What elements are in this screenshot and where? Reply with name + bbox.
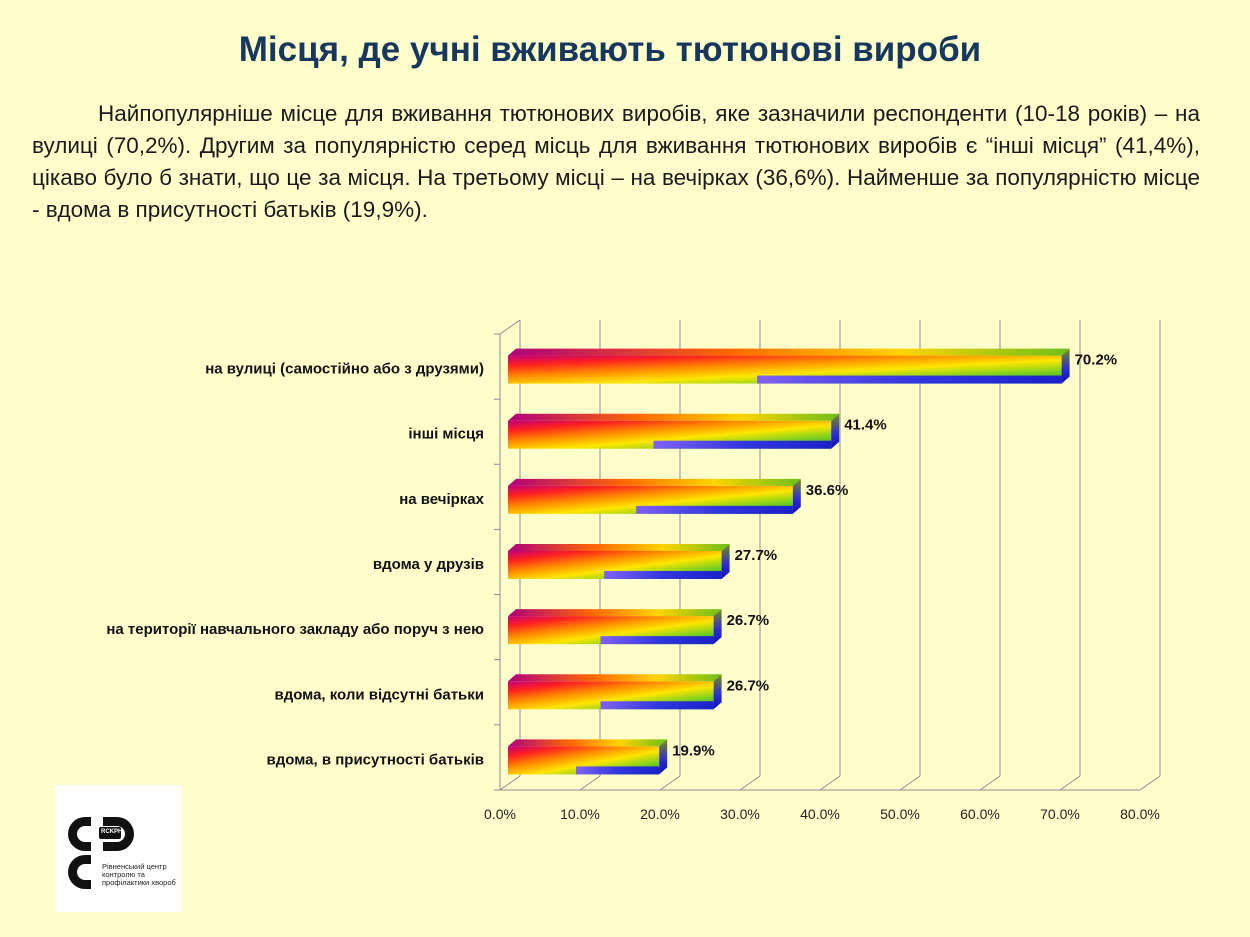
bar bbox=[508, 413, 840, 449]
bar bbox=[508, 544, 730, 579]
logo-badge: RCKPH bbox=[101, 829, 123, 835]
data-label: 36.6% bbox=[806, 482, 849, 499]
x-tick-label: 80.0% bbox=[1120, 806, 1160, 822]
category-label: інші місця bbox=[408, 426, 484, 443]
logo: RCKPH Рівненський центр контролю та проф… bbox=[55, 785, 182, 912]
bar bbox=[508, 674, 722, 710]
data-label: 26.7% bbox=[727, 612, 770, 629]
data-label: 70.2% bbox=[1075, 352, 1118, 369]
floor-gridline bbox=[979, 775, 1001, 791]
logo-text: Рівненський центр контролю та профілакти… bbox=[102, 862, 176, 887]
x-tick-label: 70.0% bbox=[1040, 806, 1080, 822]
bar-side bbox=[659, 739, 668, 775]
data-label: 19.9% bbox=[672, 742, 715, 759]
x-tick-label: 60.0% bbox=[960, 806, 1000, 822]
page-title: Місця, де учні вживають тютюнові вироби bbox=[238, 30, 982, 69]
floor-gridline bbox=[499, 775, 521, 791]
bar-bottom-band bbox=[604, 571, 722, 579]
y-axis-top-edge bbox=[499, 319, 521, 335]
bar-bottom-band bbox=[600, 636, 714, 645]
bar-top bbox=[508, 478, 801, 486]
bar-side bbox=[831, 413, 840, 449]
bar bbox=[508, 739, 668, 775]
x-tick-label: 30.0% bbox=[720, 806, 760, 822]
floor-gridline bbox=[739, 775, 761, 791]
x-tick-label: 50.0% bbox=[880, 806, 920, 822]
category-label: на вечірках bbox=[399, 491, 484, 508]
chart-labels: 0.0% 10.0% 20.0% 30.0% 40.0% 50.0% 60.0% 70.0% 8… bbox=[106, 352, 1160, 822]
data-label: 27.7% bbox=[735, 547, 778, 564]
floor-gridline bbox=[1059, 775, 1081, 791]
bar bbox=[508, 609, 722, 645]
bar-top bbox=[508, 739, 668, 747]
bar-chart: 0.0% 10.0% 20.0% 30.0% 40.0% 50.0% 60.0% 70.0% 8… bbox=[106, 319, 1161, 822]
bar-side bbox=[721, 544, 730, 579]
bar-top bbox=[508, 609, 722, 617]
floor-gridline bbox=[899, 775, 921, 791]
category-label: вдома у друзів bbox=[373, 556, 484, 573]
data-label: 41.4% bbox=[844, 417, 887, 434]
category-label: на території навчального закладу або пор… bbox=[106, 621, 484, 638]
data-label: 26.7% bbox=[727, 677, 770, 694]
bar-bottom-band bbox=[757, 375, 1062, 384]
description-paragraph: Найпопулярніше місце для вживання тютюно… bbox=[32, 101, 1200, 222]
bar-side bbox=[792, 478, 801, 514]
bar-top bbox=[508, 413, 840, 421]
bar-side bbox=[1061, 348, 1070, 384]
bar-bottom-band bbox=[636, 505, 793, 514]
bar-bottom-band bbox=[600, 701, 714, 710]
floor-gridline bbox=[819, 775, 841, 791]
bar-bottom-band bbox=[653, 440, 832, 449]
chart-bars bbox=[508, 348, 1070, 775]
bar-side bbox=[713, 609, 722, 645]
floor-gridline bbox=[1139, 775, 1161, 791]
x-tick-label: 40.0% bbox=[800, 806, 840, 822]
floor-gridline bbox=[579, 775, 601, 791]
category-label: вдома, в присутності батьків bbox=[267, 751, 484, 768]
x-tick-label: 20.0% bbox=[640, 806, 680, 822]
bar-top bbox=[508, 544, 730, 551]
bar bbox=[508, 478, 801, 514]
x-tick-label: 10.0% bbox=[560, 806, 600, 822]
logo-mark-icon bbox=[68, 817, 134, 889]
bar-top bbox=[508, 674, 722, 682]
floor-gridline bbox=[659, 775, 681, 791]
category-label: на вулиці (самостійно або з друзями) bbox=[205, 361, 484, 378]
bar-top bbox=[508, 348, 1070, 356]
bar-bottom-band bbox=[576, 766, 660, 775]
bar bbox=[508, 348, 1070, 384]
category-label: вдома, коли відсутні батьки bbox=[274, 686, 484, 703]
x-tick-label: 0.0% bbox=[484, 806, 516, 822]
bar-side bbox=[713, 674, 722, 710]
